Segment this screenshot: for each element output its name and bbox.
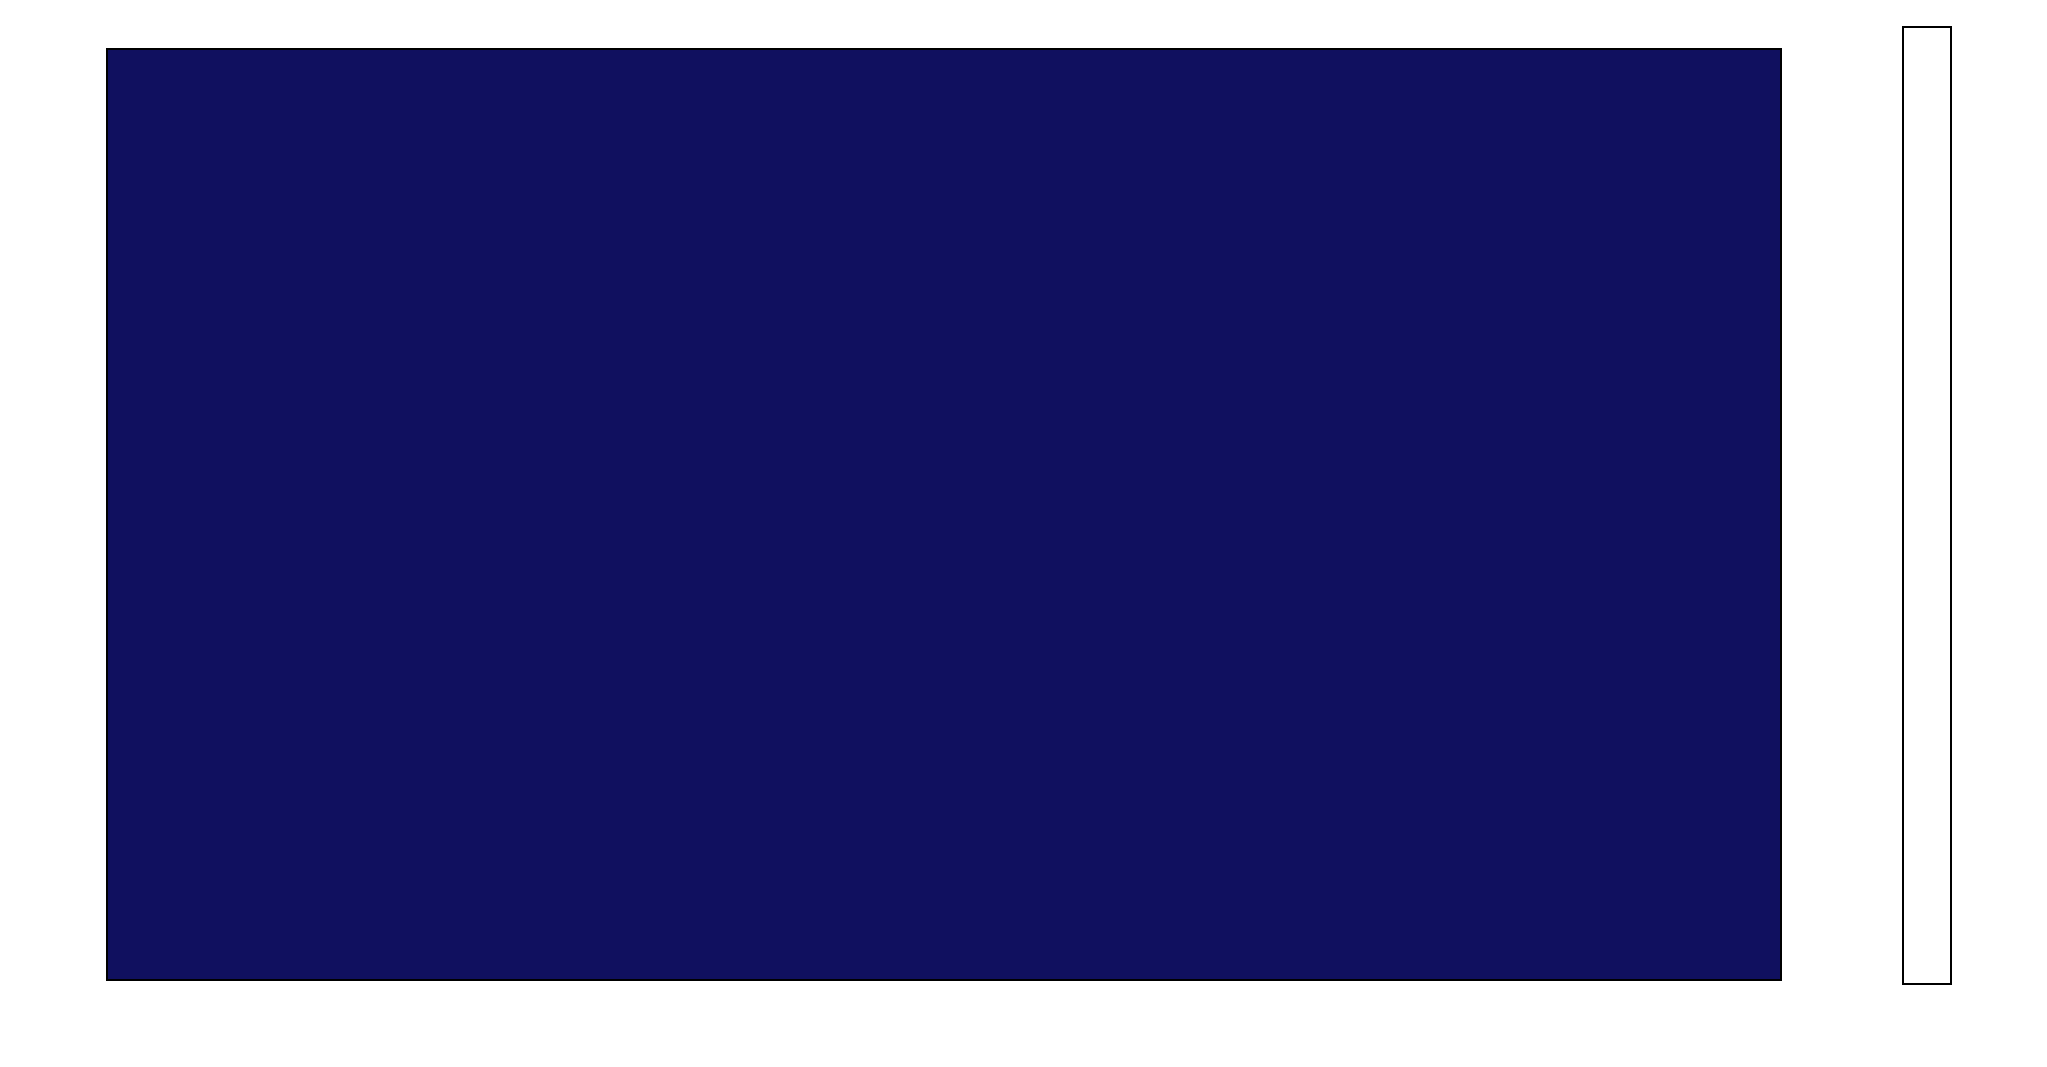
spectrogram-canvas (108, 50, 1780, 979)
plot-area (106, 48, 1782, 981)
colorbar (1902, 26, 1952, 985)
